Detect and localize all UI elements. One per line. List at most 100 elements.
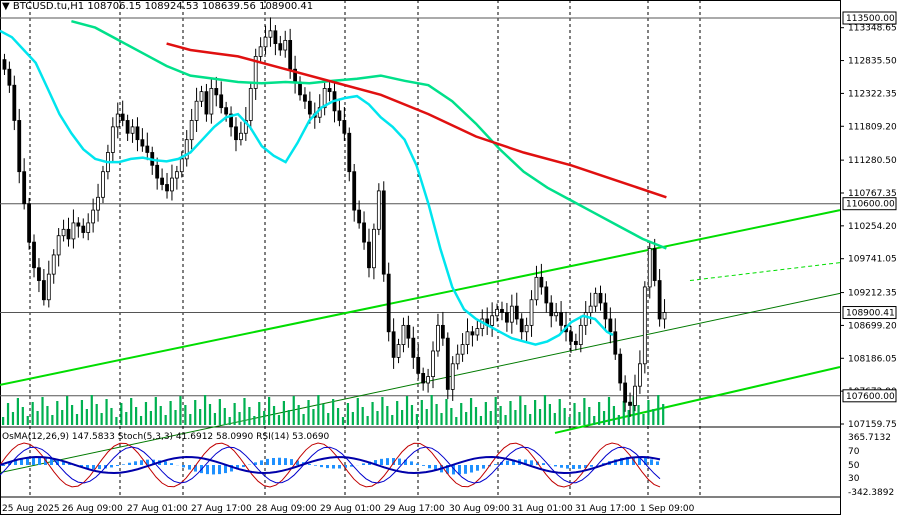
volume-bar bbox=[657, 395, 659, 425]
channel-lower-line bbox=[555, 367, 840, 433]
volume-bar bbox=[642, 414, 644, 425]
osma-bar bbox=[218, 465, 221, 474]
candle-body bbox=[500, 309, 503, 312]
volume-bar bbox=[608, 397, 610, 425]
candle-body bbox=[190, 120, 193, 139]
candle-body bbox=[555, 313, 558, 316]
volume-bar bbox=[647, 400, 649, 425]
osma-bar bbox=[464, 465, 467, 474]
osma-bar bbox=[422, 465, 425, 466]
time-label: 27 Aug 01:00 bbox=[127, 504, 188, 514]
volume-bar bbox=[652, 409, 654, 425]
volume-bar bbox=[637, 405, 639, 425]
volume-bar bbox=[17, 398, 19, 425]
candle-body bbox=[175, 172, 178, 178]
price-tick-label: 108186.05 bbox=[848, 354, 897, 364]
volume-bar bbox=[628, 410, 630, 425]
candle-body bbox=[545, 287, 548, 303]
candle-body bbox=[215, 88, 218, 94]
volume-bar bbox=[485, 402, 487, 425]
candle-body bbox=[289, 40, 292, 69]
candle-body bbox=[638, 364, 641, 386]
time-label: 31 Aug 17:00 bbox=[575, 504, 636, 514]
time-label: 28 Aug 09:00 bbox=[256, 504, 317, 514]
price-tick-label: 113348.65 bbox=[848, 24, 897, 34]
volume-bar bbox=[283, 401, 285, 425]
time-label: 27 Aug 17:00 bbox=[191, 504, 252, 514]
volume-bar bbox=[352, 412, 354, 425]
volume-bar bbox=[214, 413, 216, 425]
candle-body bbox=[456, 354, 459, 364]
candle-body bbox=[234, 127, 237, 140]
candle-body bbox=[520, 319, 523, 332]
osma-bar bbox=[398, 459, 401, 465]
volume-bar bbox=[22, 407, 24, 425]
candle-body bbox=[614, 332, 617, 354]
osma-bar bbox=[506, 461, 509, 465]
osma-bar bbox=[182, 465, 185, 467]
osma-bar bbox=[272, 458, 275, 465]
volume-bar bbox=[362, 407, 364, 425]
indicator-tick-label: -342.3892 bbox=[848, 488, 894, 498]
volume-bar bbox=[470, 398, 472, 425]
candle-body bbox=[658, 281, 661, 319]
ma-mid-line bbox=[71, 21, 666, 248]
osma-bar bbox=[476, 465, 479, 471]
candle-body bbox=[136, 127, 139, 140]
volume-bar bbox=[160, 406, 162, 425]
candle-body bbox=[303, 95, 306, 101]
candle-body bbox=[348, 133, 351, 171]
volume-bar bbox=[174, 410, 176, 425]
osma-bar bbox=[410, 461, 413, 465]
volume-bar bbox=[140, 416, 142, 425]
time-label: 29 Aug 17:00 bbox=[384, 504, 445, 514]
time-label: 31 Aug 01:00 bbox=[512, 504, 573, 514]
volume-bar bbox=[588, 407, 590, 425]
candle-body bbox=[92, 210, 95, 223]
osma-bar bbox=[560, 465, 563, 468]
candle-body bbox=[574, 341, 577, 344]
osma-bar bbox=[206, 465, 209, 474]
osma-bar bbox=[650, 459, 653, 465]
volume-bar bbox=[421, 400, 423, 425]
candle-body bbox=[195, 101, 198, 120]
candle-body bbox=[530, 300, 533, 326]
volume-bar bbox=[509, 401, 511, 425]
osma-bar bbox=[314, 465, 317, 466]
volume-bar bbox=[475, 407, 477, 425]
volume-bar bbox=[105, 399, 107, 425]
osma-bar bbox=[572, 465, 575, 469]
volume-bar bbox=[302, 414, 304, 425]
volume-bar bbox=[12, 412, 14, 425]
stoch-label: Stoch(5,3,3) 41.6912 58.0990 bbox=[118, 432, 253, 442]
osma-bar bbox=[416, 464, 419, 465]
candle-body bbox=[540, 277, 543, 287]
collapse-triangle-icon[interactable]: ▼ bbox=[2, 1, 10, 12]
candle-body bbox=[23, 172, 26, 204]
volume-bar bbox=[312, 409, 314, 425]
indicator-tick-label: 30 bbox=[848, 474, 860, 484]
volume-bar bbox=[440, 413, 442, 425]
volume-bar bbox=[504, 415, 506, 425]
volume-bar bbox=[199, 409, 201, 425]
candle-body bbox=[72, 223, 75, 239]
osma-bar bbox=[362, 463, 365, 465]
candle-body bbox=[436, 325, 439, 351]
candle-body bbox=[535, 277, 538, 299]
candle-body bbox=[284, 40, 287, 50]
volume-bar bbox=[337, 408, 339, 425]
candle-body bbox=[510, 306, 513, 322]
candle-body bbox=[609, 319, 612, 332]
osma-bar bbox=[278, 458, 281, 465]
candle-body bbox=[279, 44, 282, 50]
volume-bar bbox=[86, 409, 88, 425]
candle-body bbox=[377, 191, 380, 229]
volume-bar bbox=[179, 396, 181, 425]
volume-bar bbox=[342, 417, 344, 425]
indicator-header: OsMA(12,26,9) 147.5833 Stoch(5,3,3) 41.6… bbox=[2, 432, 329, 442]
volume-bar bbox=[169, 401, 171, 425]
volume-bar bbox=[120, 403, 122, 425]
level-label: 113500.00 bbox=[846, 14, 895, 24]
volume-bar bbox=[268, 397, 270, 425]
volume-bar bbox=[61, 410, 63, 425]
